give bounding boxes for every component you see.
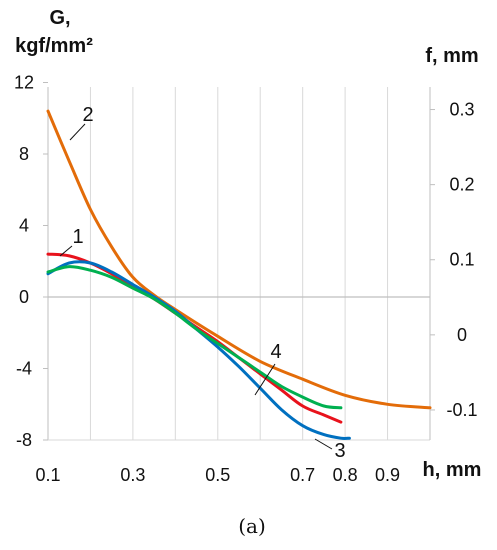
curve-label-4: 4 <box>270 341 281 363</box>
annotation-leader-1 <box>59 245 73 257</box>
x-tick-label: 0.5 <box>205 465 230 485</box>
series-line-1 <box>46 252 343 424</box>
y-left-tick-label: -8 <box>16 430 32 450</box>
x-axis-title: h, mm <box>423 459 482 481</box>
curve-label-1: 1 <box>72 226 83 248</box>
y-left-tick-label: 8 <box>19 144 29 164</box>
y-right-tick-label: 0.3 <box>449 100 474 120</box>
annotation-leader-2 <box>69 123 86 141</box>
annotation-leader-4 <box>254 363 276 396</box>
annotation-leader-3 <box>314 438 333 450</box>
y-right-tick-label: 0.2 <box>449 175 474 195</box>
series-line-2 <box>46 109 432 410</box>
curve-label-2: 2 <box>82 104 93 126</box>
y-right-axis-title: f, mm <box>425 45 478 67</box>
series-layer <box>46 109 432 440</box>
y-right-tick-label: 0.1 <box>449 250 474 270</box>
y-right-tick-label: 0 <box>457 325 467 345</box>
x-tick-label: 0.8 <box>333 465 358 485</box>
series-line-3 <box>46 260 351 440</box>
y-left-tick-label: 12 <box>14 73 34 93</box>
x-tick-label: 0.7 <box>290 465 315 485</box>
x-tick-label: 0.3 <box>120 465 145 485</box>
y-left-axis-title-line2: kgf/mm² <box>15 35 93 57</box>
x-tick-label: 0.9 <box>375 465 400 485</box>
y-left-tick-label: -4 <box>16 359 32 379</box>
curve-label-3: 3 <box>334 440 345 462</box>
series-line-4 <box>46 265 343 410</box>
figure-caption: (a) <box>238 514 266 538</box>
y-right-tick-label: -0.1 <box>446 400 477 420</box>
y-left-axis-title-line1: G, <box>49 7 70 29</box>
annotation-layer: 1 2 3 4 <box>59 104 346 462</box>
y-left-tick-label: 4 <box>19 216 29 236</box>
x-tick-label: 0.1 <box>35 465 60 485</box>
y-left-tick-label: 0 <box>19 287 29 307</box>
